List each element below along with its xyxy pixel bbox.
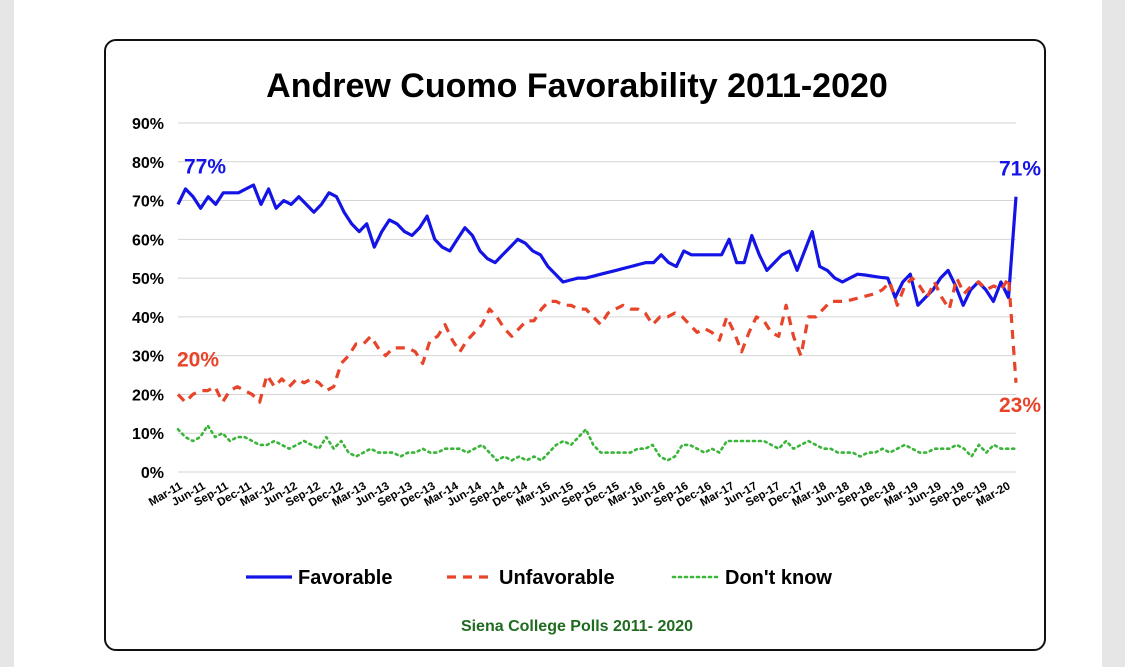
chart-frame: Andrew Cuomo Favorability 2011-2020 0% 10… — [104, 39, 1046, 651]
y-tick-label: 30% — [132, 349, 164, 366]
legend-label: Favorable — [298, 567, 392, 589]
y-tick-label: 90% — [132, 116, 164, 133]
legend: Favorable Unfavorable Don't know — [246, 567, 832, 589]
y-tick-label: 20% — [132, 387, 164, 404]
legend-label: Unfavorable — [499, 567, 615, 589]
data-label: 20% — [177, 348, 219, 371]
y-tick-label: 60% — [132, 232, 164, 249]
page-background: Andrew Cuomo Favorability 2011-2020 0% 10… — [14, 0, 1102, 667]
line-chart: Andrew Cuomo Favorability 2011-2020 0% 10… — [132, 67, 1041, 635]
y-tick-label: 0% — [141, 465, 164, 482]
x-axis: Mar-11Jun-11Sep-11Dec-11Mar-12Jun-12Sep-… — [147, 471, 1016, 509]
gridlines — [178, 122, 1016, 473]
y-tick-label: 50% — [132, 271, 164, 288]
y-tick-label: 10% — [132, 426, 164, 443]
series-lines — [176, 183, 1018, 462]
data-labels: 77% 71% 20% 23% — [177, 155, 1041, 416]
data-label: 77% — [184, 155, 226, 178]
source-note: Siena College Polls 2011- 2020 — [461, 618, 693, 635]
data-label: 23% — [999, 394, 1041, 417]
y-tick-label: 70% — [132, 194, 164, 211]
chart-title: Andrew Cuomo Favorability 2011-2020 — [266, 67, 888, 105]
y-tick-label: 80% — [132, 155, 164, 172]
legend-label: Don't know — [725, 567, 832, 589]
series-line-unfavorable — [176, 276, 1018, 404]
data-label: 71% — [999, 158, 1041, 181]
series-line-favorable — [176, 183, 1018, 307]
y-axis-ticks: 0% 10% 20% 30% 40% 50% 60% 70% 80% 90% — [132, 116, 164, 482]
series-line-don-t-know — [176, 424, 1018, 462]
y-tick-label: 40% — [132, 310, 164, 327]
